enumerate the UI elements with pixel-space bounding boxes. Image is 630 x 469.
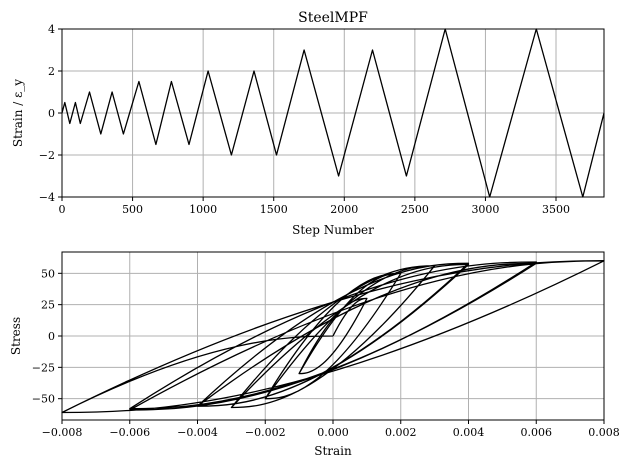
top-x-axis-label: Step Number xyxy=(292,223,374,237)
bottom-y-axis-label: Stress xyxy=(9,317,23,355)
y-tick-label: 0 xyxy=(48,330,55,343)
y-tick-label: 0 xyxy=(48,107,55,120)
y-tick-label: −50 xyxy=(32,393,55,406)
bottom-x-axis-label: Strain xyxy=(314,444,352,458)
x-tick-label: 0.008 xyxy=(588,426,620,439)
y-tick-label: −25 xyxy=(32,361,55,374)
strain-history-series xyxy=(61,28,605,198)
x-tick-label: 0.002 xyxy=(385,426,417,439)
y-tick-label: 25 xyxy=(41,299,55,312)
y-tick-label: 4 xyxy=(48,23,55,36)
y-tick-label: −2 xyxy=(39,149,55,162)
y-tick-label: −4 xyxy=(39,191,55,204)
x-tick-label: 3000 xyxy=(471,203,499,216)
top-y-axis-label: Strain / ε_y xyxy=(11,79,25,147)
top-gridlines xyxy=(61,28,604,198)
strain-history-line xyxy=(61,28,605,198)
y-tick-label: 2 xyxy=(48,65,55,78)
x-tick-label: 1500 xyxy=(260,203,288,216)
x-tick-label: 2500 xyxy=(401,203,429,216)
x-tick-label: −0.006 xyxy=(109,426,150,439)
top-chart-title: SteelMPF xyxy=(298,10,368,26)
hysteresis-series xyxy=(61,260,605,414)
x-tick-label: 0.006 xyxy=(521,426,553,439)
bottom-axes: −0.008 −0.006 −0.004 −0.002 0.000 0.002 0.004 0… xyxy=(9,251,620,458)
x-tick-label: 500 xyxy=(122,203,143,216)
x-tick-label: −0.004 xyxy=(177,426,218,439)
x-tick-label: 0.000 xyxy=(317,426,349,439)
bottom-tick-labels: −0.008 −0.006 −0.004 −0.002 0.000 0.002 0.004 0… xyxy=(32,267,620,439)
x-tick-label: 3500 xyxy=(542,203,570,216)
stress-strain-curve xyxy=(61,260,605,414)
y-tick-label: 50 xyxy=(41,267,55,280)
x-tick-label: −0.002 xyxy=(245,426,286,439)
top-tick-labels: 0 500 1000 1500 2000 2500 3000 3500 4 2 0 −2 −4 xyxy=(39,23,570,216)
x-tick-label: 0.004 xyxy=(453,426,485,439)
x-tick-label: −0.008 xyxy=(42,426,83,439)
x-tick-label: 1000 xyxy=(189,203,217,216)
top-axes: 0 500 1000 1500 2000 2500 3000 3500 4 2 0 −2 −4 Stee… xyxy=(11,10,605,237)
x-tick-label: 2000 xyxy=(330,203,358,216)
x-tick-label: 0 xyxy=(59,203,66,216)
